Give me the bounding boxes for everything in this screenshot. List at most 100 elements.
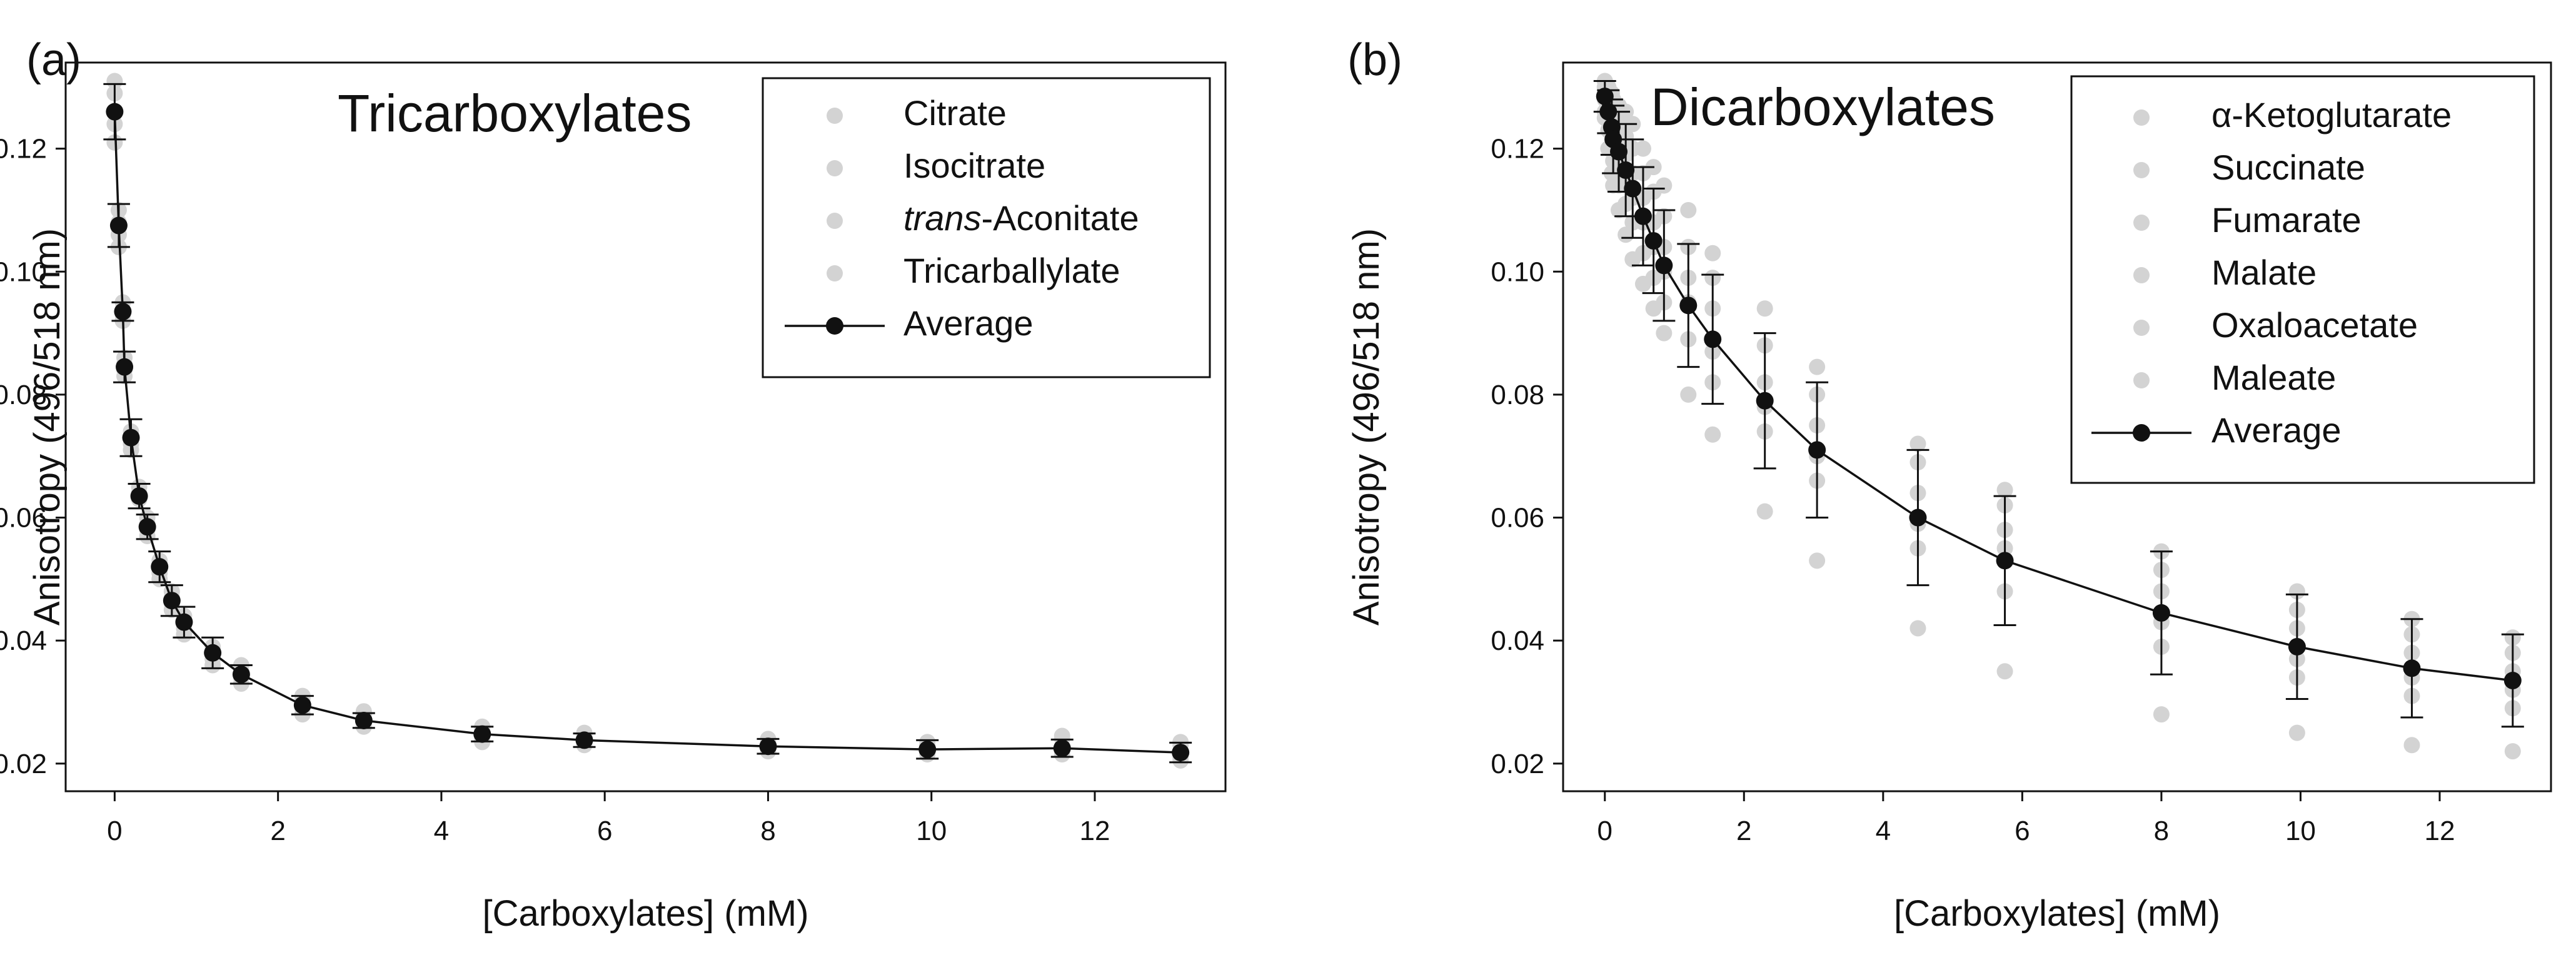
x-axis-label: [Carboxylates] (mM)	[482, 893, 808, 934]
legend-item: Fumarate	[2133, 200, 2362, 240]
individual-point	[1756, 503, 1773, 520]
individual-point	[1809, 552, 1826, 569]
x-tick-label: 0	[1597, 816, 1613, 846]
x-tick-label: 12	[2424, 816, 2455, 846]
individual-point	[1680, 386, 1697, 403]
x-tick-label: 2	[1736, 816, 1751, 846]
y-tick-label: 0.10	[1491, 256, 1544, 287]
average-point	[355, 711, 373, 729]
average-point	[1599, 103, 1618, 121]
average-point	[2503, 672, 2522, 690]
legend-label-italic: trans	[903, 198, 982, 238]
average-point	[1808, 441, 1826, 459]
legend-dot-marker	[827, 213, 843, 229]
average-point	[1644, 232, 1663, 250]
y-tick-label: 0.06	[1491, 503, 1544, 534]
average-point	[106, 103, 124, 121]
legend-item: Maleate	[2133, 358, 2336, 397]
average-point	[122, 428, 140, 447]
x-tick-label: 12	[1080, 816, 1110, 846]
average-points	[1596, 88, 2522, 690]
legend-label: Isocitrate	[903, 146, 1045, 185]
legend-label: Average	[903, 303, 1034, 343]
average-points	[106, 103, 1190, 762]
legend-dot-marker	[2133, 424, 2150, 442]
x-tick-label: 0	[107, 816, 122, 846]
legend-label: Malate	[2211, 253, 2317, 292]
average-point	[1624, 180, 1642, 198]
plot-frame	[64, 61, 1227, 792]
average-point	[2152, 604, 2170, 622]
legend-item: α-Ketoglutarate	[2133, 95, 2452, 134]
average-point	[473, 725, 491, 743]
legend: Citrate Isocitrate trans-Aconitate Tricarba…	[762, 77, 1211, 378]
legend-item: Succinate	[2133, 148, 2365, 187]
x-axis-label: [Carboxylates] (mM)	[1894, 893, 2220, 934]
legend-label: trans-Aconitate	[903, 198, 1139, 238]
panel-label: (a)	[26, 35, 81, 85]
average-point	[1596, 88, 1614, 106]
y-tick-label: 0.02	[1491, 749, 1544, 779]
individual-point	[1624, 251, 1641, 268]
legend-label-rest: -Aconitate	[982, 198, 1139, 238]
individual-point	[2288, 724, 2305, 741]
individual-point	[1909, 620, 1926, 637]
legend-item: Oxaloacetate	[2133, 305, 2418, 345]
individual-point	[1704, 245, 1721, 261]
individual-point	[2403, 737, 2420, 754]
y-tick-label: 0.08	[0, 380, 47, 410]
average-point	[1704, 330, 1722, 348]
average-point	[1909, 509, 1927, 527]
y-axis-label: Anisotropy (496/518 nm)	[27, 228, 68, 625]
individual-point	[1618, 226, 1634, 243]
legend-label: Succinate	[2211, 148, 2365, 187]
y-tick-label: 0.12	[0, 134, 47, 165]
average-point	[175, 613, 193, 631]
chart-title: Tricarboxylates	[338, 84, 692, 143]
individual-point	[1645, 300, 1662, 317]
legend-label: Fumarate	[2211, 200, 2362, 240]
y-tick-label: 0.02	[0, 749, 47, 779]
x-tick-label: 2	[270, 816, 285, 846]
individual-point	[1809, 358, 1826, 375]
legend-dot-marker	[826, 317, 843, 335]
legend-item: Isocitrate	[827, 146, 1045, 185]
legend-dot-marker	[2133, 267, 2150, 283]
individual-point	[106, 73, 123, 89]
legend-item: Tricarballylate	[827, 251, 1120, 290]
individual-point	[1605, 177, 1622, 194]
legend-dot-marker	[2133, 162, 2150, 178]
x-tick-label: 8	[760, 816, 775, 846]
x-tick-label: 8	[2154, 816, 2169, 846]
individual-point	[106, 134, 123, 151]
average-point	[2288, 637, 2306, 656]
x-tick-label: 4	[1876, 816, 1891, 846]
chart-panel-b: (b) 0 2 4 6 8 10 12 0.02 0.04 0.06 0.08 0.10 0.12 [Car…	[1346, 35, 2552, 934]
legend-item: Malate	[2133, 253, 2317, 292]
y-tick-label: 0.12	[1491, 134, 1544, 165]
y-tick-label: 0.06	[0, 503, 47, 534]
legend-item: Citrate	[827, 93, 1007, 133]
average-point	[1634, 207, 1652, 225]
legend-item: trans-Aconitate	[827, 198, 1139, 238]
individual-point	[1756, 300, 1773, 317]
x-tick-label: 6	[2015, 816, 2030, 846]
average-point	[1610, 143, 1628, 161]
average-point	[293, 696, 311, 714]
legend-label: Tricarballylate	[903, 251, 1120, 290]
average-point	[1053, 739, 1071, 757]
individual-point	[1909, 435, 1926, 452]
average-point	[759, 737, 777, 756]
average-point	[151, 558, 169, 576]
legend-item: Average	[785, 303, 1034, 343]
individual-point	[1680, 201, 1697, 218]
legend-item: Average	[2091, 410, 2342, 450]
y-tick-label: 0.10	[0, 256, 47, 287]
legend-dot-marker	[2133, 109, 2150, 126]
average-point	[109, 216, 128, 235]
legend-box	[2070, 75, 2535, 484]
x-tick-label: 6	[597, 816, 612, 846]
average-point	[575, 731, 593, 749]
